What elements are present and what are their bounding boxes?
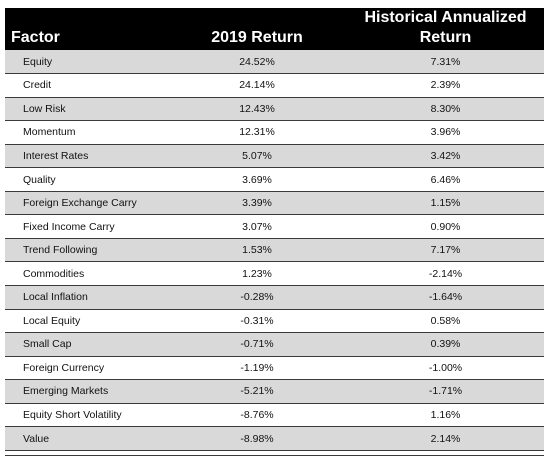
- table-body: Equity 24.52% 7.31% Credit 24.14% 2.39% Low Ri…: [5, 50, 544, 451]
- return-2019-cell: -8.76%: [167, 403, 347, 428]
- factor-cell: Quality: [5, 167, 167, 192]
- table-row: Interest Rates 5.07% 3.42%: [5, 144, 544, 169]
- factor-cell: Equity Short Volatility: [5, 403, 167, 428]
- historical-return-cell: -1.71%: [347, 379, 544, 404]
- factor-cell: Local Equity: [5, 309, 167, 334]
- factor-cell: Local Inflation: [5, 285, 167, 310]
- table-row: Fixed Income Carry 3.07% 0.90%: [5, 214, 544, 239]
- table-row: Foreign Exchange Carry 3.39% 1.15%: [5, 191, 544, 216]
- historical-return-cell: 0.90%: [347, 214, 544, 239]
- table-row: Low Risk 12.43% 8.30%: [5, 97, 544, 122]
- factor-column-header: Factor: [5, 8, 167, 50]
- return-2019-cell: -1.19%: [167, 356, 347, 381]
- table-row: Momentum 12.31% 3.96%: [5, 120, 544, 145]
- table-row: Trend Following 1.53% 7.17%: [5, 238, 544, 263]
- table-row: Local Inflation -0.28% -1.64%: [5, 285, 544, 310]
- return-2019-cell: 24.14%: [167, 73, 347, 98]
- historical-return-cell: 2.14%: [347, 426, 544, 451]
- factor-cell: Fixed Income Carry: [5, 214, 167, 239]
- return-2019-cell: 12.31%: [167, 120, 347, 145]
- factor-cell: Interest Rates: [5, 144, 167, 169]
- factor-cell: Trend Following: [5, 238, 167, 263]
- return-2019-cell: 3.07%: [167, 214, 347, 239]
- table-header: Factor 2019 Return Historical Annualized…: [5, 8, 544, 50]
- historical-return-column-header: Historical Annualized Return: [347, 8, 544, 50]
- header-row: Factor 2019 Return Historical Annualized…: [5, 8, 544, 50]
- return-2019-cell: 1.23%: [167, 261, 347, 286]
- return-2019-cell: -8.98%: [167, 426, 347, 451]
- historical-return-cell: 2.39%: [347, 73, 544, 98]
- return-2019-cell: 5.07%: [167, 144, 347, 169]
- historical-return-cell: 7.31%: [347, 50, 544, 75]
- table-row: Foreign Currency -1.19% -1.00%: [5, 356, 544, 381]
- factor-cell: Foreign Exchange Carry: [5, 191, 167, 216]
- historical-return-cell: 1.16%: [347, 403, 544, 428]
- return-2019-column-header: 2019 Return: [167, 8, 347, 50]
- historical-return-cell: -1.00%: [347, 356, 544, 381]
- return-2019-cell: 3.69%: [167, 167, 347, 192]
- factor-cell: Small Cap: [5, 332, 167, 357]
- factor-cell: Equity: [5, 50, 167, 75]
- table-row: Value -8.98% 2.14%: [5, 426, 544, 451]
- return-2019-cell: 1.53%: [167, 238, 347, 263]
- historical-return-cell: 3.42%: [347, 144, 544, 169]
- return-2019-cell: 12.43%: [167, 97, 347, 122]
- historical-return-cell: 8.30%: [347, 97, 544, 122]
- factor-returns-table-container: Factor 2019 Return Historical Annualized…: [5, 8, 544, 451]
- table-row: Local Equity -0.31% 0.58%: [5, 309, 544, 334]
- return-2019-cell: -0.71%: [167, 332, 347, 357]
- historical-return-cell: 3.96%: [347, 120, 544, 145]
- table-bottom-rule: [5, 455, 544, 456]
- return-2019-cell: -0.28%: [167, 285, 347, 310]
- return-2019-cell: 3.39%: [167, 191, 347, 216]
- factor-cell: Credit: [5, 73, 167, 98]
- historical-return-cell: -1.64%: [347, 285, 544, 310]
- historical-return-cell: 6.46%: [347, 167, 544, 192]
- factor-cell: Foreign Currency: [5, 356, 167, 381]
- table-row: Equity 24.52% 7.31%: [5, 50, 544, 75]
- table-row: Credit 24.14% 2.39%: [5, 73, 544, 98]
- return-2019-cell: -5.21%: [167, 379, 347, 404]
- table-row: Emerging Markets -5.21% -1.71%: [5, 379, 544, 404]
- return-2019-cell: 24.52%: [167, 50, 347, 75]
- factor-cell: Low Risk: [5, 97, 167, 122]
- historical-return-cell: 7.17%: [347, 238, 544, 263]
- factor-returns-table: Factor 2019 Return Historical Annualized…: [5, 8, 544, 451]
- factor-cell: Momentum: [5, 120, 167, 145]
- historical-header-line-2: Return: [419, 29, 472, 46]
- table-row: Quality 3.69% 6.46%: [5, 167, 544, 192]
- historical-header-line-1: Historical Annualized: [364, 9, 527, 26]
- table-row: Small Cap -0.71% 0.39%: [5, 332, 544, 357]
- table-row: Commodities 1.23% -2.14%: [5, 261, 544, 286]
- historical-return-cell: 0.39%: [347, 332, 544, 357]
- historical-return-cell: 0.58%: [347, 309, 544, 334]
- historical-return-cell: 1.15%: [347, 191, 544, 216]
- factor-cell: Emerging Markets: [5, 379, 167, 404]
- historical-return-cell: -2.14%: [347, 261, 544, 286]
- factor-cell: Commodities: [5, 261, 167, 286]
- return-2019-cell: -0.31%: [167, 309, 347, 334]
- factor-cell: Value: [5, 426, 167, 451]
- table-row: Equity Short Volatility -8.76% 1.16%: [5, 403, 544, 428]
